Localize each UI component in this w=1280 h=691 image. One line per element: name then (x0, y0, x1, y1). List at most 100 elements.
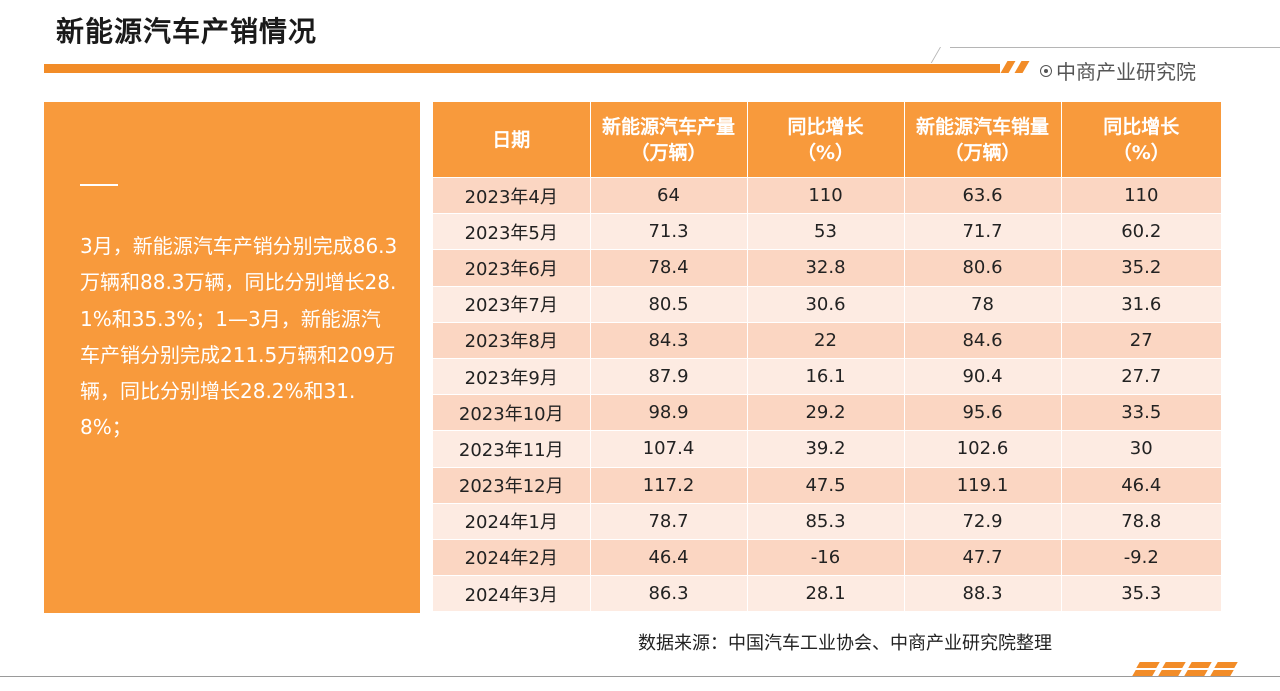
table-row: 2023年4月 64 110 63.6 110 (433, 176, 1221, 214)
cell-production: 87.9 (589, 357, 747, 395)
cell-sales: 47.7 (903, 538, 1061, 576)
header-label: 新能源汽车产量 (601, 115, 735, 138)
cell-date: 2023年11月 (433, 430, 590, 467)
cell-sales-yoy: 31.6 (1060, 285, 1221, 323)
cell-sales-yoy: 46.4 (1060, 466, 1221, 504)
header-production: 新能源汽车产量 （万辆） (589, 102, 747, 178)
table-row: 2024年1月 78.7 85.3 72.9 78.8 (433, 502, 1221, 540)
table-header-row: 日期 新能源汽车产量 （万辆） 同比增长 （%） 新能源汽车销量 （万辆） 同比… (433, 102, 1221, 178)
cell-sales: 72.9 (903, 502, 1061, 540)
cell-production-yoy: 16.1 (746, 357, 904, 395)
brand-target-icon (1040, 64, 1052, 77)
brand-logo: 中商产业研究院 (1040, 56, 1196, 85)
cell-sales-yoy: 78.8 (1060, 502, 1221, 540)
cell-sales: 63.6 (903, 176, 1061, 214)
cell-sales: 78 (903, 285, 1061, 323)
cell-production-yoy: 47.5 (746, 466, 904, 504)
cell-production-yoy: 28.1 (746, 575, 904, 612)
table-row: 2023年7月 80.5 30.6 78 31.6 (433, 285, 1221, 323)
header-stripes-decoration (1000, 61, 1034, 73)
cell-sales-yoy: 33.5 (1060, 394, 1221, 431)
cell-date: 2023年8月 (433, 321, 590, 359)
title-underline-bar (44, 64, 1000, 73)
cell-production-yoy: -16 (746, 538, 904, 576)
table-row: 2023年6月 78.4 32.8 80.6 35.2 (433, 249, 1221, 287)
cell-production-yoy: 110 (746, 176, 904, 214)
cell-production: 117.2 (589, 466, 747, 504)
cell-sales: 80.6 (903, 249, 1061, 287)
cell-production-yoy: 30.6 (746, 285, 904, 323)
footer-stripes-decoration (1130, 662, 1250, 676)
cell-production-yoy: 22 (746, 321, 904, 359)
cell-date: 2024年3月 (433, 575, 590, 612)
cell-production: 64 (589, 176, 747, 214)
table-row: 2023年9月 87.9 16.1 90.4 27.7 (433, 357, 1221, 395)
cell-date: 2023年6月 (433, 249, 590, 287)
cell-production: 71.3 (589, 213, 747, 250)
cell-sales-yoy: 35.2 (1060, 249, 1221, 287)
cell-production-yoy: 53 (746, 213, 904, 250)
table-row: 2023年11月 107.4 39.2 102.6 30 (433, 430, 1221, 467)
cell-date: 2023年5月 (433, 213, 590, 250)
cell-production-yoy: 39.2 (746, 430, 904, 467)
table-row: 2023年8月 84.3 22 84.6 27 (433, 321, 1221, 359)
header-divider-slant (930, 47, 941, 63)
cell-date: 2023年4月 (433, 176, 590, 214)
footer-line (0, 676, 1280, 677)
cell-date: 2023年9月 (433, 357, 590, 395)
cell-sales: 119.1 (903, 466, 1061, 504)
cell-sales: 84.6 (903, 321, 1061, 359)
header-production-yoy: 同比增长 （%） (746, 102, 904, 178)
cell-production: 78.7 (589, 502, 747, 540)
brand-name: 中商产业研究院 (1056, 60, 1196, 84)
summary-dash (80, 184, 118, 186)
summary-panel: 3月，新能源汽车产销分别完成86.3万辆和88.3万辆，同比分别增长28.1%和… (44, 102, 420, 613)
cell-date: 2024年2月 (433, 538, 590, 576)
header-label: 同比增长 (1103, 115, 1180, 138)
header-unit: （%） (1112, 141, 1170, 164)
table-row: 2023年12月 117.2 47.5 119.1 46.4 (433, 466, 1221, 504)
cell-production: 107.4 (589, 430, 747, 467)
header-label: 日期 (492, 128, 531, 151)
cell-date: 2023年10月 (433, 394, 590, 431)
cell-sales: 88.3 (903, 575, 1061, 612)
header-unit: （万辆） (944, 141, 1021, 164)
cell-sales: 90.4 (903, 357, 1061, 395)
cell-sales-yoy: -9.2 (1060, 538, 1221, 576)
cell-sales-yoy: 27 (1060, 321, 1221, 359)
cell-sales: 71.7 (903, 213, 1061, 250)
cell-date: 2023年7月 (433, 285, 590, 323)
cell-sales-yoy: 60.2 (1060, 213, 1221, 250)
cell-sales-yoy: 30 (1060, 430, 1221, 467)
header-unit: （%） (796, 141, 855, 164)
cell-date: 2024年1月 (433, 502, 590, 540)
header-unit: （万辆） (630, 141, 707, 164)
cell-date: 2023年12月 (433, 466, 590, 504)
header-sales: 新能源汽车销量 （万辆） (903, 102, 1061, 178)
cell-sales-yoy: 35.3 (1060, 575, 1221, 612)
header-divider-line (950, 47, 1280, 48)
cell-production: 98.9 (589, 394, 747, 431)
data-source-note: 数据来源：中国汽车工业协会、中商产业研究院整理 (638, 633, 1052, 654)
cell-production: 86.3 (589, 575, 747, 612)
page-title: 新能源汽车产销情况 (56, 15, 318, 48)
cell-production: 46.4 (589, 538, 747, 576)
cell-production: 80.5 (589, 285, 747, 323)
cell-production-yoy: 32.8 (746, 249, 904, 287)
table-row: 2024年3月 86.3 28.1 88.3 35.3 (433, 575, 1221, 612)
table-row: 2023年5月 71.3 53 71.7 60.2 (433, 213, 1221, 250)
cell-sales-yoy: 27.7 (1060, 357, 1221, 395)
header-label: 新能源汽车销量 (915, 115, 1049, 138)
cell-sales-yoy: 110 (1060, 176, 1221, 214)
production-sales-table: 日期 新能源汽车产量 （万辆） 同比增长 （%） 新能源汽车销量 （万辆） 同比… (433, 102, 1221, 612)
cell-production: 78.4 (589, 249, 747, 287)
header-date: 日期 (433, 102, 590, 178)
table-row: 2024年2月 46.4 -16 47.7 -9.2 (433, 538, 1221, 576)
cell-sales: 95.6 (903, 394, 1061, 431)
cell-production: 84.3 (589, 321, 747, 359)
cell-production-yoy: 29.2 (746, 394, 904, 431)
cell-sales: 102.6 (903, 430, 1061, 467)
cell-production-yoy: 85.3 (746, 502, 904, 540)
header-sales-yoy: 同比增长 （%） (1060, 102, 1221, 178)
header-label: 同比增长 (787, 115, 864, 138)
